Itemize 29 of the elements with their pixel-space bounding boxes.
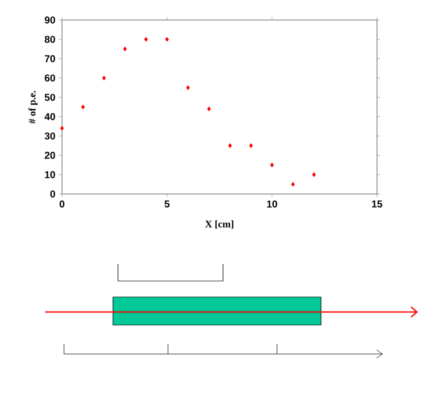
- y-tick-label: 0: [50, 190, 56, 198]
- point: [165, 36, 169, 42]
- x-axis-title: X [cm]: [205, 220, 234, 229]
- y-axis-title: # of p.e.: [28, 90, 38, 124]
- point: [291, 182, 295, 187]
- point: [249, 143, 253, 148]
- y-tick-label: 70: [44, 55, 56, 62]
- point: [186, 85, 190, 90]
- y-tick-label: 40: [44, 113, 56, 120]
- y-tick-label: 90: [44, 16, 56, 24]
- point: [228, 143, 232, 148]
- y-tick-label: 10: [45, 171, 56, 178]
- point: [123, 46, 127, 52]
- point: [270, 162, 274, 168]
- y-tick-label: 60: [44, 74, 56, 82]
- x-tick-label: 5: [164, 200, 170, 208]
- y-tick-label: 20: [44, 152, 56, 159]
- point: [102, 76, 106, 80]
- x-tick-label: 15: [372, 200, 382, 208]
- point: [144, 36, 148, 42]
- y-tick-label: 30: [44, 132, 56, 140]
- point: [60, 126, 64, 131]
- y-tick-label: 50: [44, 94, 56, 101]
- x-tick-label: 10: [267, 200, 278, 208]
- x-tick-label: 0: [60, 200, 64, 208]
- point: [207, 106, 211, 112]
- point: [81, 104, 85, 110]
- y-tick-label: 80: [44, 36, 56, 43]
- point: [312, 172, 316, 178]
